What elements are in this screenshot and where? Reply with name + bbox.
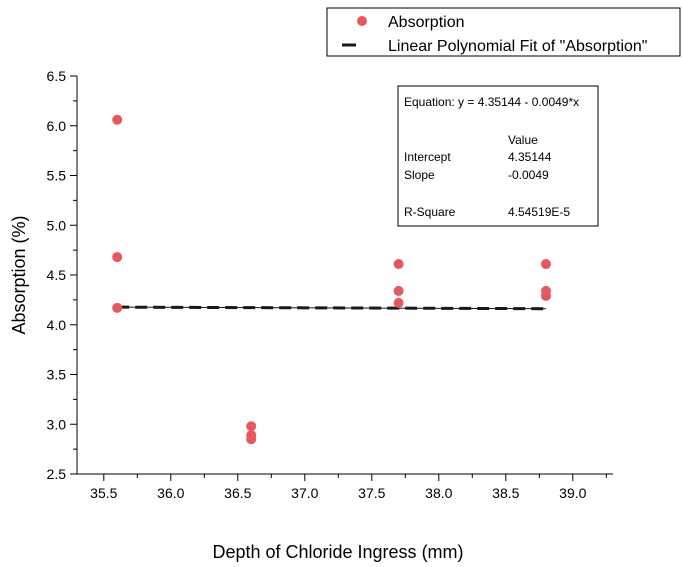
data-point: [246, 434, 257, 445]
data-point: [112, 114, 123, 125]
stats-label-intercept: Intercept: [404, 150, 451, 164]
y-tick-label: 5.5: [47, 168, 67, 184]
y-tick-label: 6.5: [47, 68, 67, 84]
legend-box: [326, 7, 681, 57]
y-tick-label: 6.0: [47, 118, 67, 134]
stats-value-intercept: 4.35144: [508, 150, 552, 164]
stats-label-slope: Slope: [404, 168, 435, 182]
y-tick-label: 2.5: [47, 466, 67, 482]
x-tick-label: 36.5: [224, 485, 251, 501]
data-point: [112, 302, 123, 313]
data-point: [541, 259, 551, 270]
x-tick-label: 39.0: [559, 485, 586, 501]
legend: Absorption Linear Polynomial Fit of "Abs…: [326, 7, 681, 57]
stats-equation: Equation: y = 4.35144 - 0.0049*x: [404, 95, 579, 109]
y-tick-label: 3.0: [47, 416, 67, 432]
y-tick-label: 4.0: [47, 317, 67, 333]
data-point: [112, 252, 123, 263]
y-tick-label: 5.0: [47, 217, 67, 233]
data-point: [393, 285, 404, 296]
stats-value-slope: -0.0049: [508, 168, 549, 182]
x-tick-label: 38.0: [425, 485, 452, 501]
x-tick-label: 38.5: [492, 485, 519, 501]
x-tick-label: 37.5: [358, 485, 385, 501]
y-tick-label: 4.5: [47, 267, 67, 283]
data-point: [246, 421, 257, 432]
x-ticks: 35.5 36.0 36.5 37.0 37.5 38.0 38.5 39.0: [90, 474, 607, 501]
x-tick-label: 36.0: [157, 485, 184, 501]
stats-label-rsquare: R-Square: [404, 205, 456, 219]
fit-line-layer: [117, 305, 547, 311]
y-ticks: 2.5 3.0 3.5 4.0 4.5 5.0 5.5 6.0 6.5: [47, 68, 77, 482]
stats-box-frame: [397, 85, 599, 227]
stats-header-value: Value: [508, 133, 538, 147]
x-tick-label: 37.0: [291, 485, 318, 501]
y-tick-label: 3.5: [47, 367, 67, 383]
x-axis-title: Depth of Chloride Ingress (mm): [212, 542, 463, 562]
legend-label-absorption: Absorption: [388, 14, 465, 31]
legend-label-fit: Linear Polynomial Fit of "Absorption": [388, 38, 647, 55]
fit-line-dashes: [117, 305, 547, 311]
data-points: [112, 114, 551, 445]
data-point: [541, 290, 551, 301]
data-point: [393, 259, 404, 270]
data-point: [393, 297, 404, 308]
x-tick-label: 35.5: [90, 485, 117, 501]
stats-box: Equation: y = 4.35144 - 0.0049*x Value I…: [397, 85, 599, 227]
legend-marker-absorption: [357, 16, 367, 26]
fit-line: [117, 306, 547, 310]
y-axis-title: Absorption (%): [9, 215, 29, 334]
stats-value-rsquare: 4.54519E-5: [508, 205, 570, 219]
